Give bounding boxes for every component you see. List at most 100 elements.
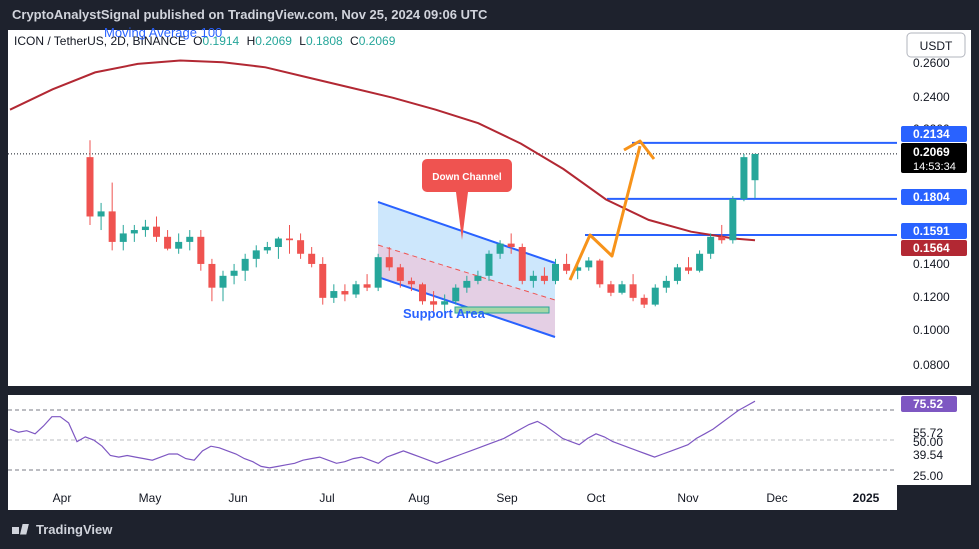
candle-body (618, 284, 626, 293)
candle-body (662, 280, 670, 288)
candle-body (263, 246, 271, 251)
candle-body (108, 211, 116, 242)
candle-body (574, 267, 582, 271)
candle-body (729, 198, 737, 241)
legend: ICON / TetherUS, 2D, BINANCE O0.1914 H0.… (14, 25, 396, 48)
bar-countdown: 14:53:34 (913, 161, 956, 173)
candle-body (230, 270, 238, 276)
candle-body (241, 258, 249, 271)
candle-body (441, 301, 449, 305)
time-tick: Dec (766, 491, 787, 505)
candle-body (529, 275, 537, 281)
projection-path (568, 145, 642, 281)
candle-body (751, 153, 759, 181)
candle-body (552, 263, 559, 281)
time-tick: Jul (319, 491, 334, 505)
candle-body (252, 250, 260, 259)
rsi-line (9, 400, 756, 469)
price-tick: 0.1400 (913, 257, 950, 271)
time-tick: Sep (496, 491, 518, 505)
candle-body (540, 275, 548, 281)
rsi-value-label-bg (901, 396, 957, 412)
candle-body (363, 284, 371, 288)
candle-body (651, 287, 659, 305)
candle-body (297, 240, 305, 254)
candle-body (274, 238, 282, 247)
moving-average-100 (9, 59, 756, 242)
candle-body (352, 284, 360, 295)
projection (568, 139, 656, 281)
currency-button-frame[interactable] (906, 32, 966, 58)
down-channel-callout: Down Channel (422, 159, 512, 240)
candle-body (407, 280, 415, 285)
candle-body (685, 267, 692, 271)
price-label-r2: 0.1804 (913, 190, 950, 204)
channel-mid-line (377, 244, 556, 301)
candle-body (119, 233, 127, 242)
price-axis (897, 30, 971, 386)
tradingview-brand[interactable]: TradingView (12, 522, 112, 537)
rsi-value-label: 75.52 (913, 397, 943, 411)
ma-price-label-bg (901, 240, 967, 256)
support-area-label: Support Area (403, 306, 486, 321)
candle-body (518, 246, 526, 281)
candle-body (452, 287, 460, 302)
rsi-axis: 75.52 55.72 50.00 39.54 25.00 (901, 396, 957, 483)
price-label-r2-bg (901, 189, 967, 205)
price-tick: 0.2400 (913, 90, 950, 104)
price-label-r1-bg (901, 126, 967, 142)
time-axis-bg (8, 485, 897, 510)
currency-button-label[interactable]: USDT (920, 39, 953, 53)
candle-body (740, 157, 748, 199)
published-header: CryptoAnalystSignal published on Trading… (12, 7, 488, 22)
ma-100-line (9, 59, 756, 242)
candle-body (86, 157, 94, 217)
currency-button[interactable]: USDT (906, 32, 966, 58)
ma-legend-label: Moving Average 100 (104, 25, 222, 40)
price-tick: 0.2600 (913, 56, 950, 70)
support-area-box (454, 306, 550, 314)
rsi-tick: 50.00 (913, 435, 943, 449)
time-axis: Apr May Jun Jul Aug Sep Oct Nov Dec 2025 (53, 491, 880, 505)
main-pane (8, 30, 897, 386)
candle-body (396, 267, 404, 281)
symbol-legend: ICON / TetherUS, 2D, BINANCE O0.1914 H0.… (14, 34, 396, 48)
projection-arrowhead (623, 139, 656, 160)
current-price-label: 0.2069 (913, 145, 950, 159)
candle-body (208, 263, 216, 288)
callout-pointer (456, 192, 468, 240)
candle-body (673, 267, 681, 281)
ohlc-low: 0.1808 (306, 34, 343, 48)
candles (86, 140, 759, 314)
candle-body (585, 260, 593, 268)
time-tick: Aug (408, 491, 429, 505)
candle-body (330, 291, 338, 298)
candle-body (164, 236, 172, 249)
candle-body (640, 297, 648, 305)
rsi-tick: 55.72 (913, 426, 943, 440)
candle-body (175, 241, 183, 249)
time-tick: May (139, 491, 162, 505)
candle-body (197, 236, 205, 264)
price-label-r3-bg (901, 223, 967, 239)
candle-body (141, 226, 149, 231)
candle-body (308, 253, 316, 264)
candle-body (563, 263, 571, 271)
candle-body (319, 263, 327, 298)
level-lines (8, 141, 897, 236)
candle-body (374, 257, 382, 288)
price-tick: 0.1000 (913, 323, 950, 337)
time-tick: 2025 (853, 491, 880, 505)
ma-price-label: 0.1564 (913, 241, 950, 255)
candle-body (153, 226, 160, 237)
ohlc-o-label: O (193, 34, 202, 48)
ohlc-h-label: H (247, 34, 256, 48)
rsi-tick: 25.00 (913, 469, 943, 483)
ohlc-close: 0.2069 (359, 34, 396, 48)
rsi-series-line (9, 400, 756, 469)
ohlc-open: 0.1914 (203, 34, 240, 48)
candle-body (474, 275, 482, 281)
candle-body (97, 211, 105, 217)
time-tick: Nov (677, 491, 698, 505)
candle-body (507, 243, 515, 247)
